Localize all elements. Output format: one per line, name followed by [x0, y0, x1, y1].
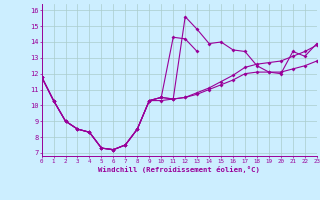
- X-axis label: Windchill (Refroidissement éolien,°C): Windchill (Refroidissement éolien,°C): [98, 166, 260, 173]
